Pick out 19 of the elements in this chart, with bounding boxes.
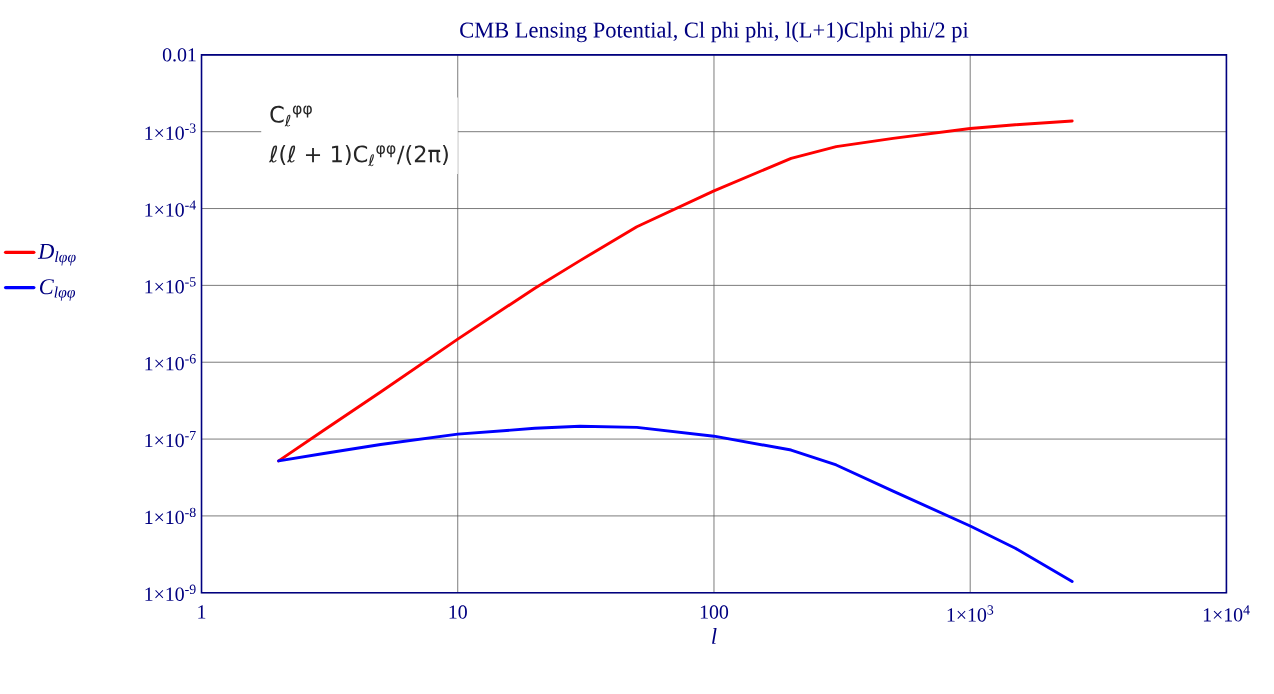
y-tick-label: 1×10$^{-3}$ xyxy=(145,123,196,140)
x-tick-label: 1×10$^{4}$ xyxy=(1203,605,1250,622)
annotation: C$_{ℓ}$φφ xyxy=(270,105,312,127)
legend-label: D$_{lφφ}$ xyxy=(37,244,76,266)
annotation: ℓ(ℓ + 1)C$_{ℓ}$$^{φφ}$/(2π) xyxy=(268,145,448,167)
x-tick-label: 100 xyxy=(700,605,729,619)
y-tick-label: 1×10$^{-5}$ xyxy=(145,277,196,294)
x-tick-label: 1 xyxy=(198,605,206,619)
legend-label: C$_{lφφ}$ xyxy=(39,279,76,301)
x-tick-label: 1×10$^{3}$ xyxy=(947,605,994,622)
y-tick-label: 1×10$^{-8}$ xyxy=(145,507,196,525)
y-tick-label: 1×10$^{-4}$ xyxy=(145,200,196,217)
x-axis-title: l xyxy=(712,628,717,644)
x-tick-label: 10 xyxy=(449,605,467,619)
y-tick-label: 1×10$^{-9}$ xyxy=(145,584,196,601)
y-tick-label: 1×10$^{-7}$ xyxy=(145,431,196,448)
chart-title: CMB Lensing Potential, Cl phi phi, l(L+1)Clphi phi/2 pi xyxy=(460,21,969,43)
y-tick-label: 1×10$^{-6}$ xyxy=(145,354,196,371)
y-tick-label: 0.01 xyxy=(162,48,196,62)
